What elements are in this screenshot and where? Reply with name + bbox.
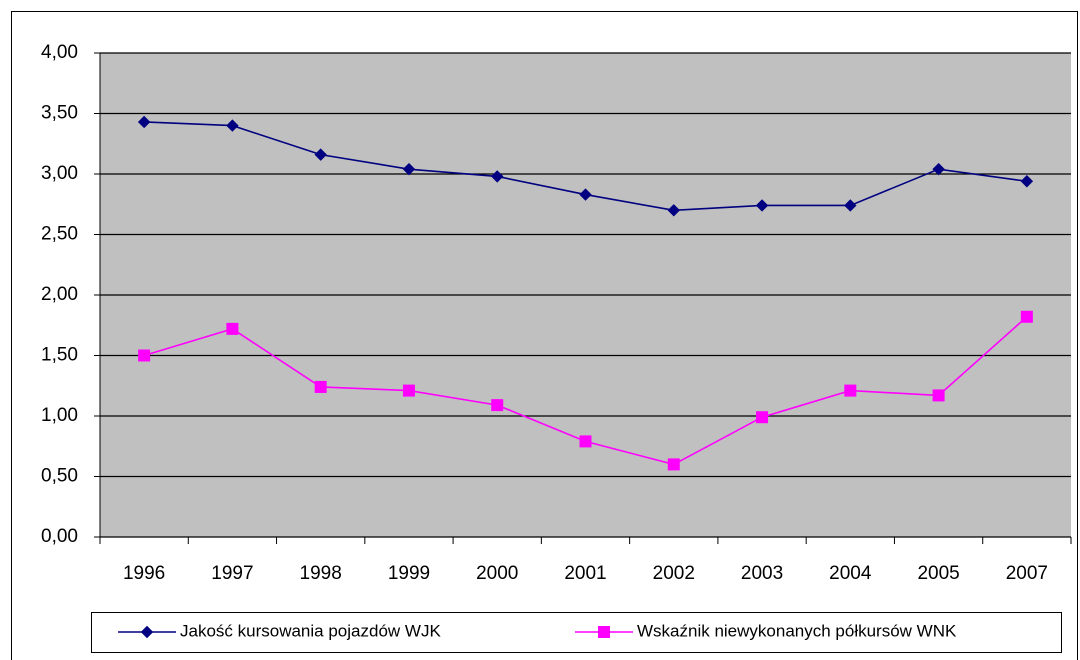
legend: Jakość kursowania pojazdów WJK Wskaźnik n… — [91, 612, 1062, 653]
marker — [491, 399, 504, 412]
marker — [137, 115, 151, 129]
x-tick-label: 2002 — [653, 563, 695, 584]
y-tick-label: 2,00 — [41, 284, 78, 305]
marker — [667, 204, 680, 217]
marker — [140, 625, 154, 639]
marker — [579, 188, 592, 201]
y-tick-label: 0,50 — [41, 466, 78, 487]
marker — [579, 435, 592, 448]
y-tick-label: 4,00 — [41, 42, 78, 63]
y-tick-label: 1,00 — [41, 405, 78, 426]
y-tick-label: 1,50 — [41, 345, 78, 366]
marker — [756, 411, 769, 424]
marker — [226, 119, 239, 132]
x-tick-label: 1999 — [388, 563, 430, 584]
legend-label: Jakość kursowania pojazdów WJK — [180, 621, 441, 640]
x-tick-label: 1996 — [123, 563, 165, 584]
x-tick-label: 2003 — [741, 563, 783, 584]
x-tick-label: 2000 — [476, 563, 518, 584]
marker — [755, 199, 769, 212]
marker — [314, 380, 327, 393]
x-tick-label: 2004 — [829, 563, 872, 584]
marker — [844, 384, 857, 397]
x-tick-label: 2001 — [564, 563, 606, 584]
marker — [402, 384, 415, 397]
marker — [226, 322, 239, 335]
marker — [491, 170, 504, 183]
marker — [598, 626, 610, 638]
legend-label: Wskaźnik niewykonanych półkursów WNK — [637, 621, 957, 640]
marker — [932, 389, 945, 402]
marker — [932, 162, 945, 176]
y-tick-label: 3,00 — [41, 163, 78, 184]
y-tick-label: 2,50 — [41, 224, 78, 245]
x-tick-label: 1998 — [300, 563, 342, 584]
x-tick-label: 1997 — [211, 563, 253, 584]
plot-area: 0,00 0,50 1,00 1,50 2,00 2,50 3,00 3,50 4,00 1996… — [41, 42, 1072, 584]
x-tick-label: 2005 — [917, 563, 959, 584]
marker — [314, 148, 327, 161]
marker — [1020, 175, 1034, 188]
y-tick-label: 3,50 — [41, 103, 78, 124]
marker — [402, 162, 416, 176]
y-tick-label: 0,00 — [41, 526, 78, 547]
marker — [138, 349, 151, 362]
x-tick-label: 2007 — [1006, 563, 1048, 584]
marker — [844, 199, 857, 212]
marker — [667, 458, 680, 471]
marker — [1020, 310, 1033, 323]
